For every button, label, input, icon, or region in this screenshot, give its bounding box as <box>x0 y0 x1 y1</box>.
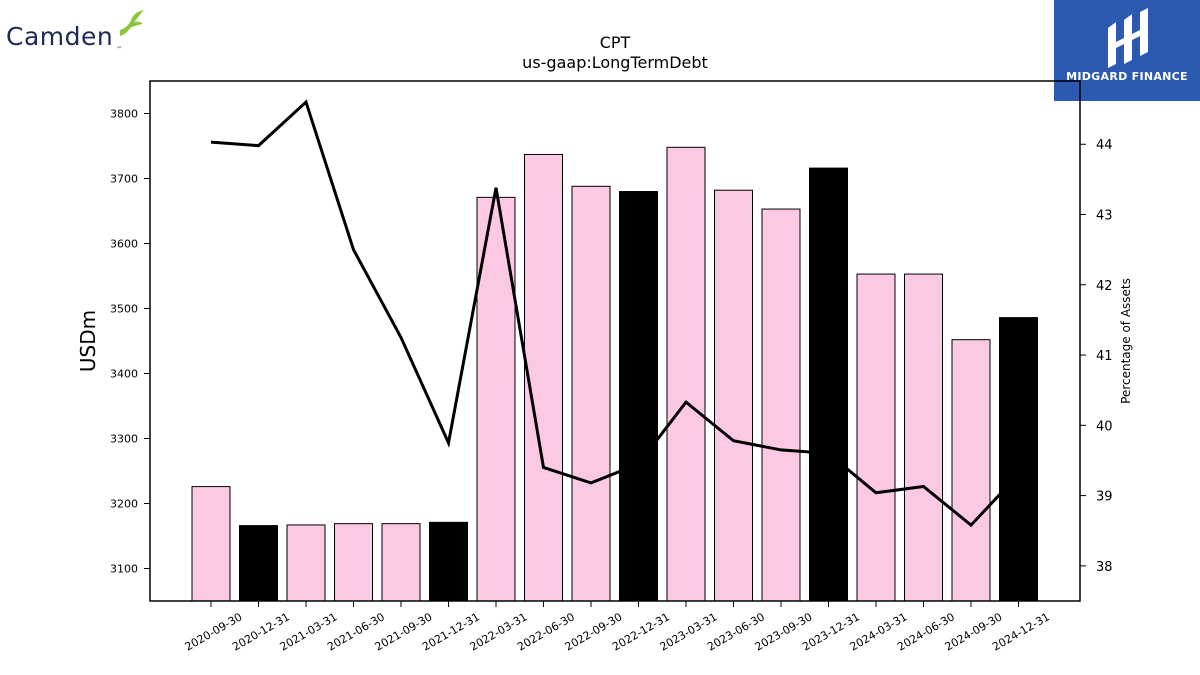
right-y-axis: 38 39 40 41 42 43 44 <box>1080 138 1113 575</box>
y-axis-label: USDm <box>76 310 100 372</box>
bar-2022-06-30 <box>524 153 563 602</box>
bar-2021-09-30 <box>381 523 421 602</box>
plot-frame <box>149 80 1081 602</box>
bar-2022-09-30 <box>571 185 611 602</box>
y2-tick-label: 41 <box>1096 349 1113 364</box>
y2-tick-label: 39 <box>1096 490 1113 505</box>
bar-2024-12-31 <box>999 317 1038 602</box>
midgard-finance-logo: MIDGARD FINANCE <box>1054 0 1200 101</box>
bird-icon <box>120 10 144 36</box>
midgard-finance-text: MIDGARD FINANCE <box>1066 70 1188 83</box>
y-tick-label: 3200 <box>110 498 138 511</box>
bar-2021-06-30 <box>334 523 373 602</box>
bar-2024-06-30 <box>904 273 943 602</box>
bar-2023-06-30 <box>714 189 753 602</box>
x-axis: 2020-09-302020-12-312021-03-312021-06-30… <box>183 601 1052 654</box>
percentage-of-assets-line <box>210 99 1020 528</box>
bar-2024-03-31 <box>856 273 896 602</box>
camden-logo-text: Camden <box>6 22 114 51</box>
y2-tick-label: 44 <box>1096 138 1113 153</box>
y-tick-label: 3100 <box>110 563 138 576</box>
bar-2022-03-31 <box>476 196 516 602</box>
percentage-line-series <box>210 99 1020 528</box>
y2-tick-label: 38 <box>1096 560 1113 575</box>
midgard-emblem-icon <box>1108 8 1148 68</box>
y-tick-label: 3500 <box>110 303 138 316</box>
bar-2022-12-31 <box>619 191 658 602</box>
y-tick-label: 3600 <box>110 238 138 251</box>
y2-axis-label: Percentage of Assets <box>1119 278 1133 404</box>
trademark-mark: ™ <box>116 46 122 53</box>
left-y-axis: 3100 3200 3300 3400 3500 3600 3700 3800 <box>110 108 150 576</box>
y-tick-label: 3300 <box>110 433 138 446</box>
camden-logo: Camden ™ <box>6 8 146 53</box>
y-tick-label: 3800 <box>110 108 138 121</box>
y2-tick-label: 43 <box>1096 209 1113 224</box>
bar-2023-03-31 <box>666 146 706 602</box>
bar-2024-09-30 <box>951 339 991 602</box>
y2-tick-label: 42 <box>1096 279 1113 294</box>
bar-2021-03-31 <box>286 524 326 602</box>
y2-tick-label: 40 <box>1096 419 1113 434</box>
y-tick-label: 3700 <box>110 173 138 186</box>
y-tick-label: 3400 <box>110 368 138 381</box>
bar-2023-12-31 <box>809 167 848 602</box>
bar-2023-09-30 <box>761 208 801 602</box>
bar-2020-12-31 <box>239 525 278 602</box>
bar-2020-09-30 <box>191 486 231 602</box>
chart-title: CPT <box>600 33 631 52</box>
chart-subtitle: us-gaap:LongTermDebt <box>522 53 708 72</box>
bar-2021-12-31 <box>429 521 468 602</box>
bar-series <box>191 146 1038 602</box>
